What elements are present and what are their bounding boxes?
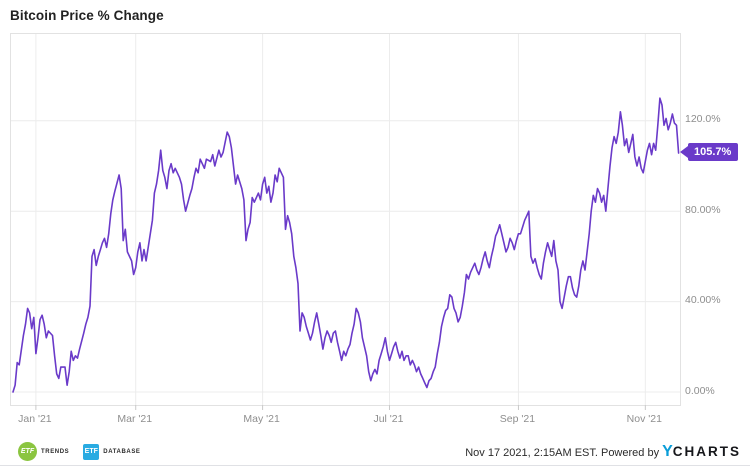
y-axis-label: 40.00% xyxy=(685,294,721,307)
attribution: Nov 17 2021, 2:15AM EST. Powered by Y CHA… xyxy=(465,443,741,460)
last-value-badge: 105.7% xyxy=(679,143,739,162)
chart-title: Bitcoin Price % Change xyxy=(10,8,164,23)
price-line-chart[interactable] xyxy=(11,34,680,410)
ycharts-logo[interactable]: Y CHARTS xyxy=(662,443,741,460)
etf-trends-logo[interactable]: ETF TRENDS xyxy=(18,442,69,461)
x-axis-label: Mar '21 xyxy=(117,413,153,425)
etf-trends-label: TRENDS xyxy=(41,448,70,455)
timestamp-text: Nov 17 2021, 2:15AM EST. Powered by xyxy=(465,447,660,459)
gridlines xyxy=(11,34,680,405)
x-axis-label: Jul '21 xyxy=(373,413,404,425)
bitcoin-price-line xyxy=(12,97,680,393)
bottom-divider xyxy=(0,465,750,466)
plot-area[interactable] xyxy=(10,33,681,410)
etf-database-icon: ETF xyxy=(83,443,100,460)
footer: ETF TRENDS ETF DATABASE Nov 17 2021, 2:1… xyxy=(0,438,750,465)
x-axis-label: Jan '21 xyxy=(18,413,52,425)
footer-logos: ETF TRENDS ETF DATABASE xyxy=(18,442,141,461)
x-axis-label: Nov '21 xyxy=(626,413,662,425)
y-axis-label: 0.00% xyxy=(685,384,715,397)
etf-database-label: DATABASE xyxy=(103,448,141,455)
last-value-text: 105.7% xyxy=(694,146,732,159)
x-axis-label: May '21 xyxy=(243,413,280,425)
ycharts-y-mark: Y xyxy=(662,443,673,460)
etf-trends-icon: ETF xyxy=(18,442,37,461)
y-axis-label: 80.00% xyxy=(685,203,721,216)
y-axis-label: 120.0% xyxy=(685,113,721,126)
etf-database-logo[interactable]: ETF DATABASE xyxy=(83,443,141,460)
axis-ticks xyxy=(35,405,646,410)
ycharts-wordmark: CHARTS xyxy=(672,444,741,459)
x-axis-label: Sep '21 xyxy=(499,413,536,425)
